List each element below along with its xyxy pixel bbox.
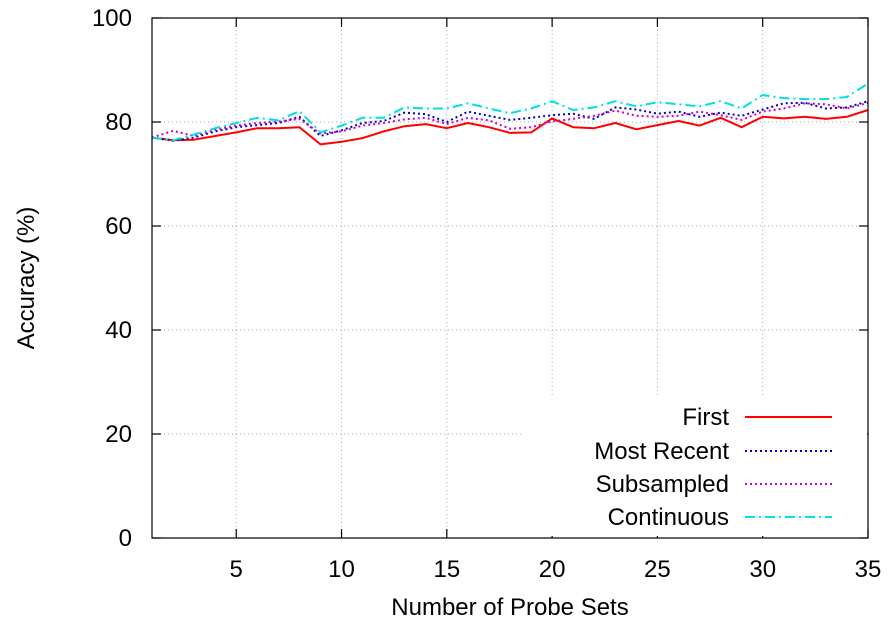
y-tick-label: 20 — [105, 421, 132, 448]
x-axis-title: Number of Probe Sets — [391, 594, 628, 621]
series-line-subsampled — [151, 101, 869, 139]
series-line-first — [151, 109, 869, 146]
x-tick-label: 10 — [328, 556, 355, 583]
y-axis-title: Accuracy (%) — [13, 207, 40, 350]
legend-label: Subsampled — [596, 471, 729, 498]
x-tick-label: 30 — [749, 556, 776, 583]
legend: First Most Recent Subsampled Continuous — [594, 404, 832, 531]
legend-background — [523, 398, 867, 536]
x-tick-label: 25 — [644, 556, 671, 583]
y-tick-label: 100 — [92, 5, 132, 32]
series-lines — [151, 82, 869, 146]
x-tick-label: 15 — [433, 556, 460, 583]
y-tick-label: 60 — [105, 213, 132, 240]
plot-frame — [151, 17, 869, 539]
legend-label: Most Recent — [594, 438, 729, 465]
x-tick-label: 20 — [539, 556, 566, 583]
x-tick-label: 35 — [855, 556, 882, 583]
y-tick-label: 40 — [105, 317, 132, 344]
legend-label: First — [682, 404, 729, 431]
x-tick-label: 5 — [230, 556, 243, 583]
series-line-most-recent — [151, 100, 869, 142]
series-line-continuous — [151, 82, 869, 142]
y-tick-label: 0 — [119, 525, 132, 552]
legend-label: Continuous — [608, 504, 729, 531]
tick-labels: 5 10 15 20 25 30 35 0 20 40 60 80 100 — [92, 5, 881, 583]
y-tick-label: 80 — [105, 109, 132, 136]
